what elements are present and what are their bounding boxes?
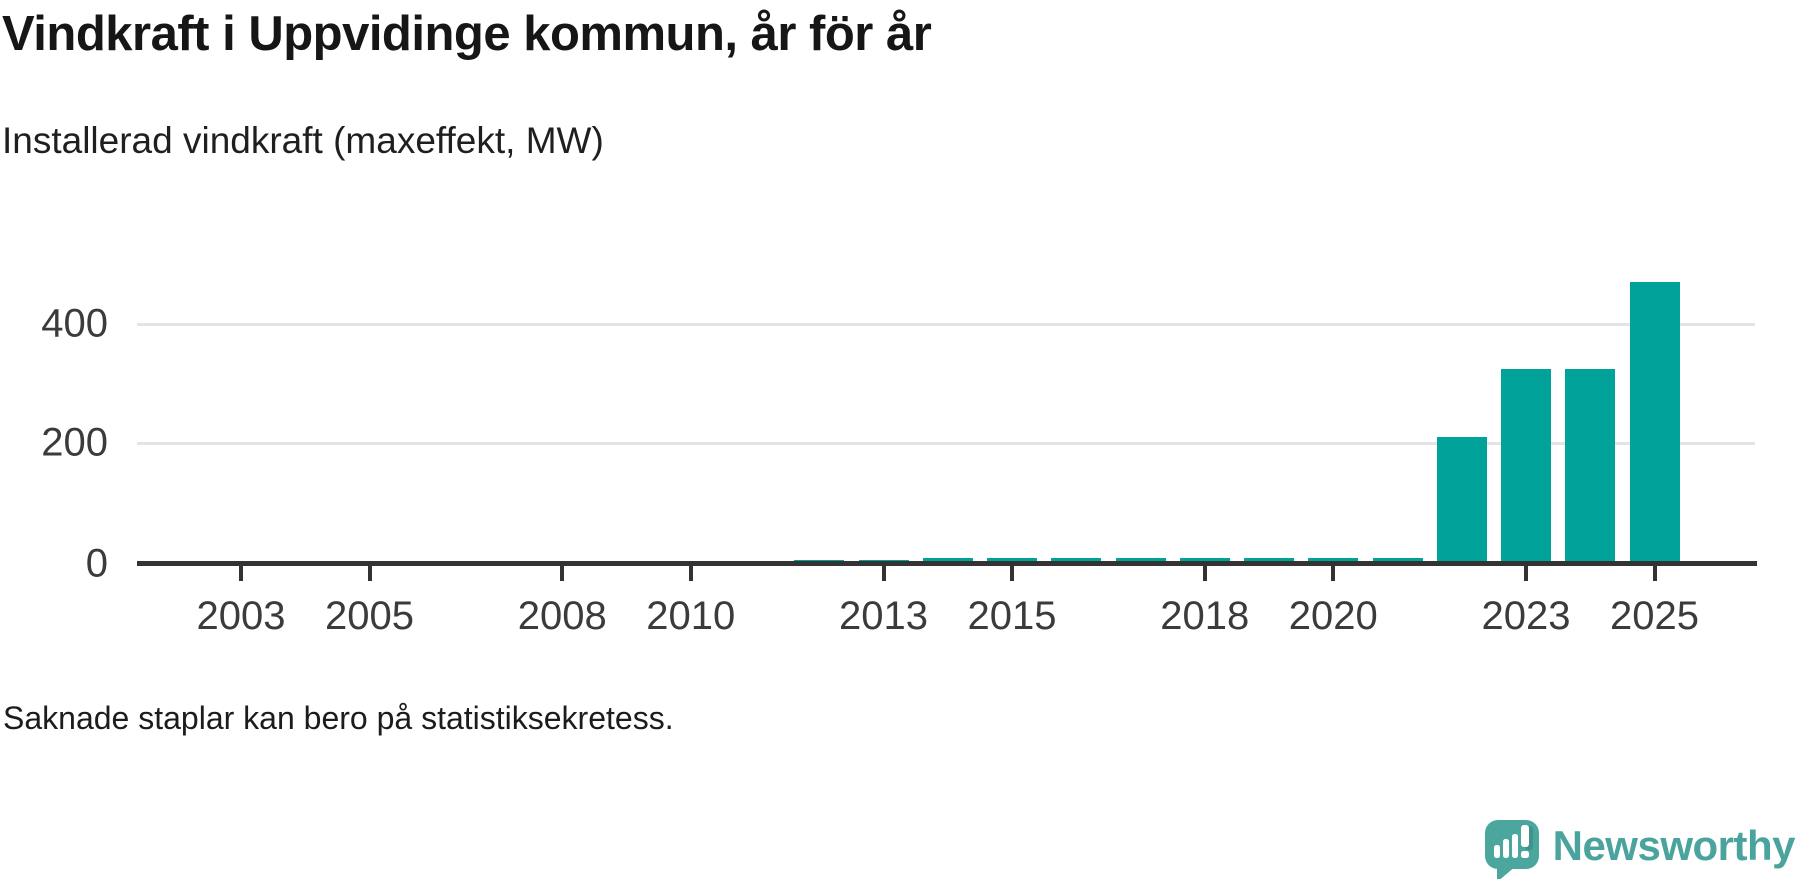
logo-bar-small	[1493, 845, 1500, 858]
x-tick-2008	[560, 566, 565, 581]
gridline-400	[137, 323, 1755, 326]
x-tick-2005	[367, 566, 372, 581]
x-tick-label: 2020	[1288, 594, 1378, 638]
bar-2015	[987, 558, 1037, 562]
x-tick-label: 2013	[839, 594, 928, 638]
x-tick-2020	[1331, 566, 1336, 581]
footnote: Saknade staplar kan bero på statistiksek…	[3, 700, 674, 736]
logo-exclamation-dot	[1520, 851, 1529, 858]
y-tick-label: 0	[85, 541, 108, 586]
x-tick-2013	[881, 566, 886, 581]
logo-exclamation-shadow	[1524, 826, 1533, 850]
x-tick-2023	[1524, 566, 1528, 581]
x-tick-2010	[688, 566, 693, 581]
bar-2025	[1629, 282, 1680, 562]
bar-2014	[922, 558, 973, 562]
x-tick-label: 2005	[325, 594, 414, 638]
x-tick-label: 2003	[196, 594, 286, 638]
x-tick-2018	[1202, 566, 1207, 581]
bar-2023	[1501, 368, 1551, 562]
bar-2017	[1115, 558, 1166, 562]
x-tick-label: 2010	[646, 594, 736, 638]
x-tick-label: 2008	[517, 594, 607, 638]
bar-2019	[1244, 558, 1294, 562]
brand: Newsworthy	[1484, 812, 1796, 879]
gridline-200	[137, 442, 1755, 445]
y-tick-label: 200	[41, 420, 108, 465]
bar-2024	[1565, 368, 1616, 562]
x-tick-2025	[1652, 566, 1657, 581]
bar-2013	[858, 559, 909, 562]
bar-2021	[1372, 558, 1423, 562]
bar-2022	[1436, 437, 1487, 562]
x-tick-label: 2015	[967, 594, 1057, 638]
x-tick-label: 2023	[1481, 594, 1571, 638]
logo-bar-medium	[1502, 839, 1509, 858]
logo-bar-tall	[1511, 834, 1518, 858]
x-axis-line	[137, 561, 1757, 566]
x-tick-2003	[239, 566, 243, 581]
brand-wordmark: Newsworthy	[1552, 821, 1796, 869]
x-tick-2015	[1010, 566, 1014, 581]
bar-2016	[1051, 558, 1102, 562]
bar-2018	[1179, 558, 1230, 562]
logo-bubble-tail	[1496, 866, 1516, 879]
y-tick-label: 400	[41, 301, 108, 346]
logo-exclamation-icon	[1520, 825, 1529, 847]
newsworthy-logo-icon	[1484, 812, 1539, 879]
bar-2012	[794, 559, 845, 562]
x-tick-label: 2025	[1610, 594, 1699, 638]
chart-subtitle: Installerad vindkraft (maxeffekt, MW)	[2, 120, 604, 161]
bar-2020	[1308, 558, 1359, 562]
x-tick-label: 2018	[1160, 594, 1250, 638]
chart-title: Vindkraft i Uppvidinge kommun, år för år	[2, 7, 932, 61]
